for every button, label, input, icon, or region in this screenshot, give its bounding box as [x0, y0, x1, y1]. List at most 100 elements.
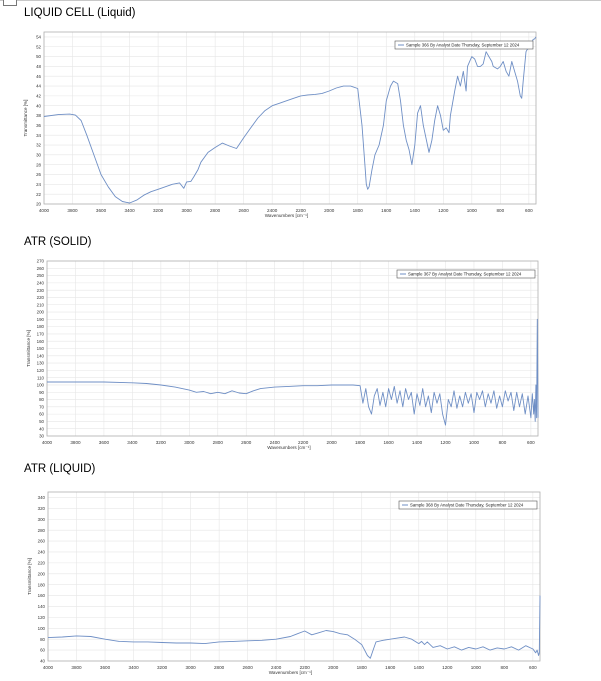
y-tick-label: 38: [36, 113, 41, 118]
x-tick-label: 800: [497, 208, 505, 213]
corner-mark: [3, 0, 17, 6]
x-tick-label: 3400: [128, 665, 139, 670]
x-tick-label: 2400: [267, 208, 278, 213]
x-tick-label: 2400: [270, 440, 281, 445]
y-tick-label: 160: [38, 593, 46, 598]
grid: [43, 32, 536, 205]
y-tick-label: 250: [37, 273, 45, 278]
y-tick-label: 340: [38, 495, 46, 500]
y-tick-label: 28: [36, 162, 41, 167]
x-tick-label: 1800: [353, 208, 364, 213]
y-tick-label: 22: [36, 192, 41, 197]
y-tick-label: 52: [36, 44, 41, 49]
plot-frame: [46, 260, 539, 437]
spectrum-line: [47, 318, 539, 426]
x-tick-label: 3000: [181, 208, 192, 213]
y-tick-label: 300: [38, 517, 46, 522]
y-tick-label: 40: [39, 426, 44, 431]
y-tick-label: 200: [38, 571, 46, 576]
y-tick-label: 160: [37, 339, 45, 344]
y-tick-label: 220: [37, 295, 45, 300]
section-title-atr-solid: ATR (SOLID): [24, 236, 92, 248]
x-tick-label: 1600: [383, 440, 394, 445]
x-tick-label: 1200: [442, 665, 453, 670]
y-tick-label: 54: [36, 35, 41, 40]
y-tick-label: 70: [39, 404, 44, 409]
chart-liquid-cell: 4000 3800 3600 3400 3200 3000 2800 2600 2400 2200…: [23, 31, 537, 218]
plot-frame: [47, 491, 541, 662]
y-tick-label: 80: [40, 637, 45, 642]
x-axis-label: Wavenumbers [cm⁻¹]: [269, 670, 312, 675]
x-tick-label: 2800: [213, 440, 224, 445]
x-tick-label: 2000: [328, 665, 339, 670]
y-tick-label: 260: [37, 266, 45, 271]
legend-label: Sample 367 By Analyst Date Thursday, Sep…: [408, 272, 522, 277]
plot-frame: [43, 31, 537, 205]
grid: [47, 492, 540, 662]
x-tick-label: 3600: [99, 440, 110, 445]
legend-box: [394, 40, 534, 50]
x-tick-label: 1400: [410, 208, 421, 213]
spectrum-line: [43, 36, 537, 204]
y-tick-label: 80: [39, 397, 44, 402]
y-tick-label: 48: [36, 64, 41, 69]
y-tick-label: 26: [36, 172, 41, 177]
x-tick-label: 3800: [67, 208, 78, 213]
y-tick-label: 50: [36, 54, 41, 59]
x-tick-label: 1200: [438, 208, 449, 213]
grid: [46, 260, 538, 437]
spectrum-line: [47, 595, 541, 659]
y-tick-label: 100: [38, 626, 46, 631]
x-tick-label: 3000: [185, 665, 196, 670]
y-tick-label: 210: [37, 302, 45, 307]
chart-atr-solid: 4000 3800 3600 3400 3200 3000 2800 2600 2400 2200…: [26, 259, 539, 450]
y-tick-label: 190: [37, 317, 45, 322]
x-tick-label: 2800: [214, 665, 225, 670]
top-rule: [0, 0, 601, 1]
y-axis-label: Transmittance [%]: [27, 558, 32, 595]
y-tick-label: 60: [40, 648, 45, 653]
y-tick-label: 20: [36, 202, 41, 207]
legend: Sample 367 By Analyst Date Thursday, Sep…: [396, 269, 536, 279]
y-tick-label: 34: [36, 133, 41, 138]
x-tick-label: 800: [499, 440, 507, 445]
y-tick-label: 120: [38, 615, 46, 620]
x-tick-label: 2800: [210, 208, 221, 213]
legend-box: [396, 269, 536, 279]
x-tick-label: 1000: [471, 665, 482, 670]
y-tick-label: 110: [37, 375, 45, 380]
y-axis-label: Transmittance [%]: [23, 100, 28, 137]
legend-label: Sample 366 By Analyst Date Thursday, Sep…: [406, 43, 520, 48]
x-tick-label: 2000: [327, 440, 338, 445]
y-tick-label: 30: [39, 434, 44, 439]
x-tick-label: 1400: [412, 440, 423, 445]
x-tick-label: 2600: [243, 665, 254, 670]
section-title-liquid-cell: LIQUID CELL (Liquid): [24, 7, 136, 19]
x-tick-label: 4000: [43, 665, 54, 670]
legend-label: Sample 368 By Analyst Date Thursday, Sep…: [410, 503, 524, 508]
chart-atr-liquid: 4000 3800 3600 3400 3200 3000 2800 2600 2400 2200…: [27, 491, 541, 675]
x-tick-label: 3600: [100, 665, 111, 670]
legend: Sample 368 By Analyst Date Thursday, Sep…: [398, 500, 538, 510]
x-tick-label: 3600: [96, 208, 107, 213]
x-tick-label: 600: [525, 208, 533, 213]
x-tick-label: 600: [527, 440, 535, 445]
x-tick-label: 1600: [381, 208, 392, 213]
x-tick-label: 3800: [70, 440, 81, 445]
y-tick-label: 180: [38, 582, 46, 587]
x-tick-label: 3400: [127, 440, 138, 445]
x-axis-label: Wavenumbers [cm⁻¹]: [267, 445, 310, 450]
y-tick-label: 200: [37, 310, 45, 315]
x-tick-label: 3200: [157, 665, 168, 670]
x-tick-label: 4000: [42, 440, 53, 445]
x-axis-label: Wavenumbers [cm⁻¹]: [265, 213, 308, 218]
y-tick-label: 40: [36, 103, 41, 108]
y-tick-label: 36: [36, 123, 41, 128]
x-tick-label: 2200: [300, 665, 311, 670]
y-tick-label: 32: [36, 143, 41, 148]
x-tick-label: 2600: [241, 440, 252, 445]
y-tick-label: 280: [38, 528, 46, 533]
x-tick-label: 600: [529, 665, 537, 670]
y-tick-label: 150: [37, 346, 45, 351]
x-tick-label: 1800: [357, 665, 368, 670]
